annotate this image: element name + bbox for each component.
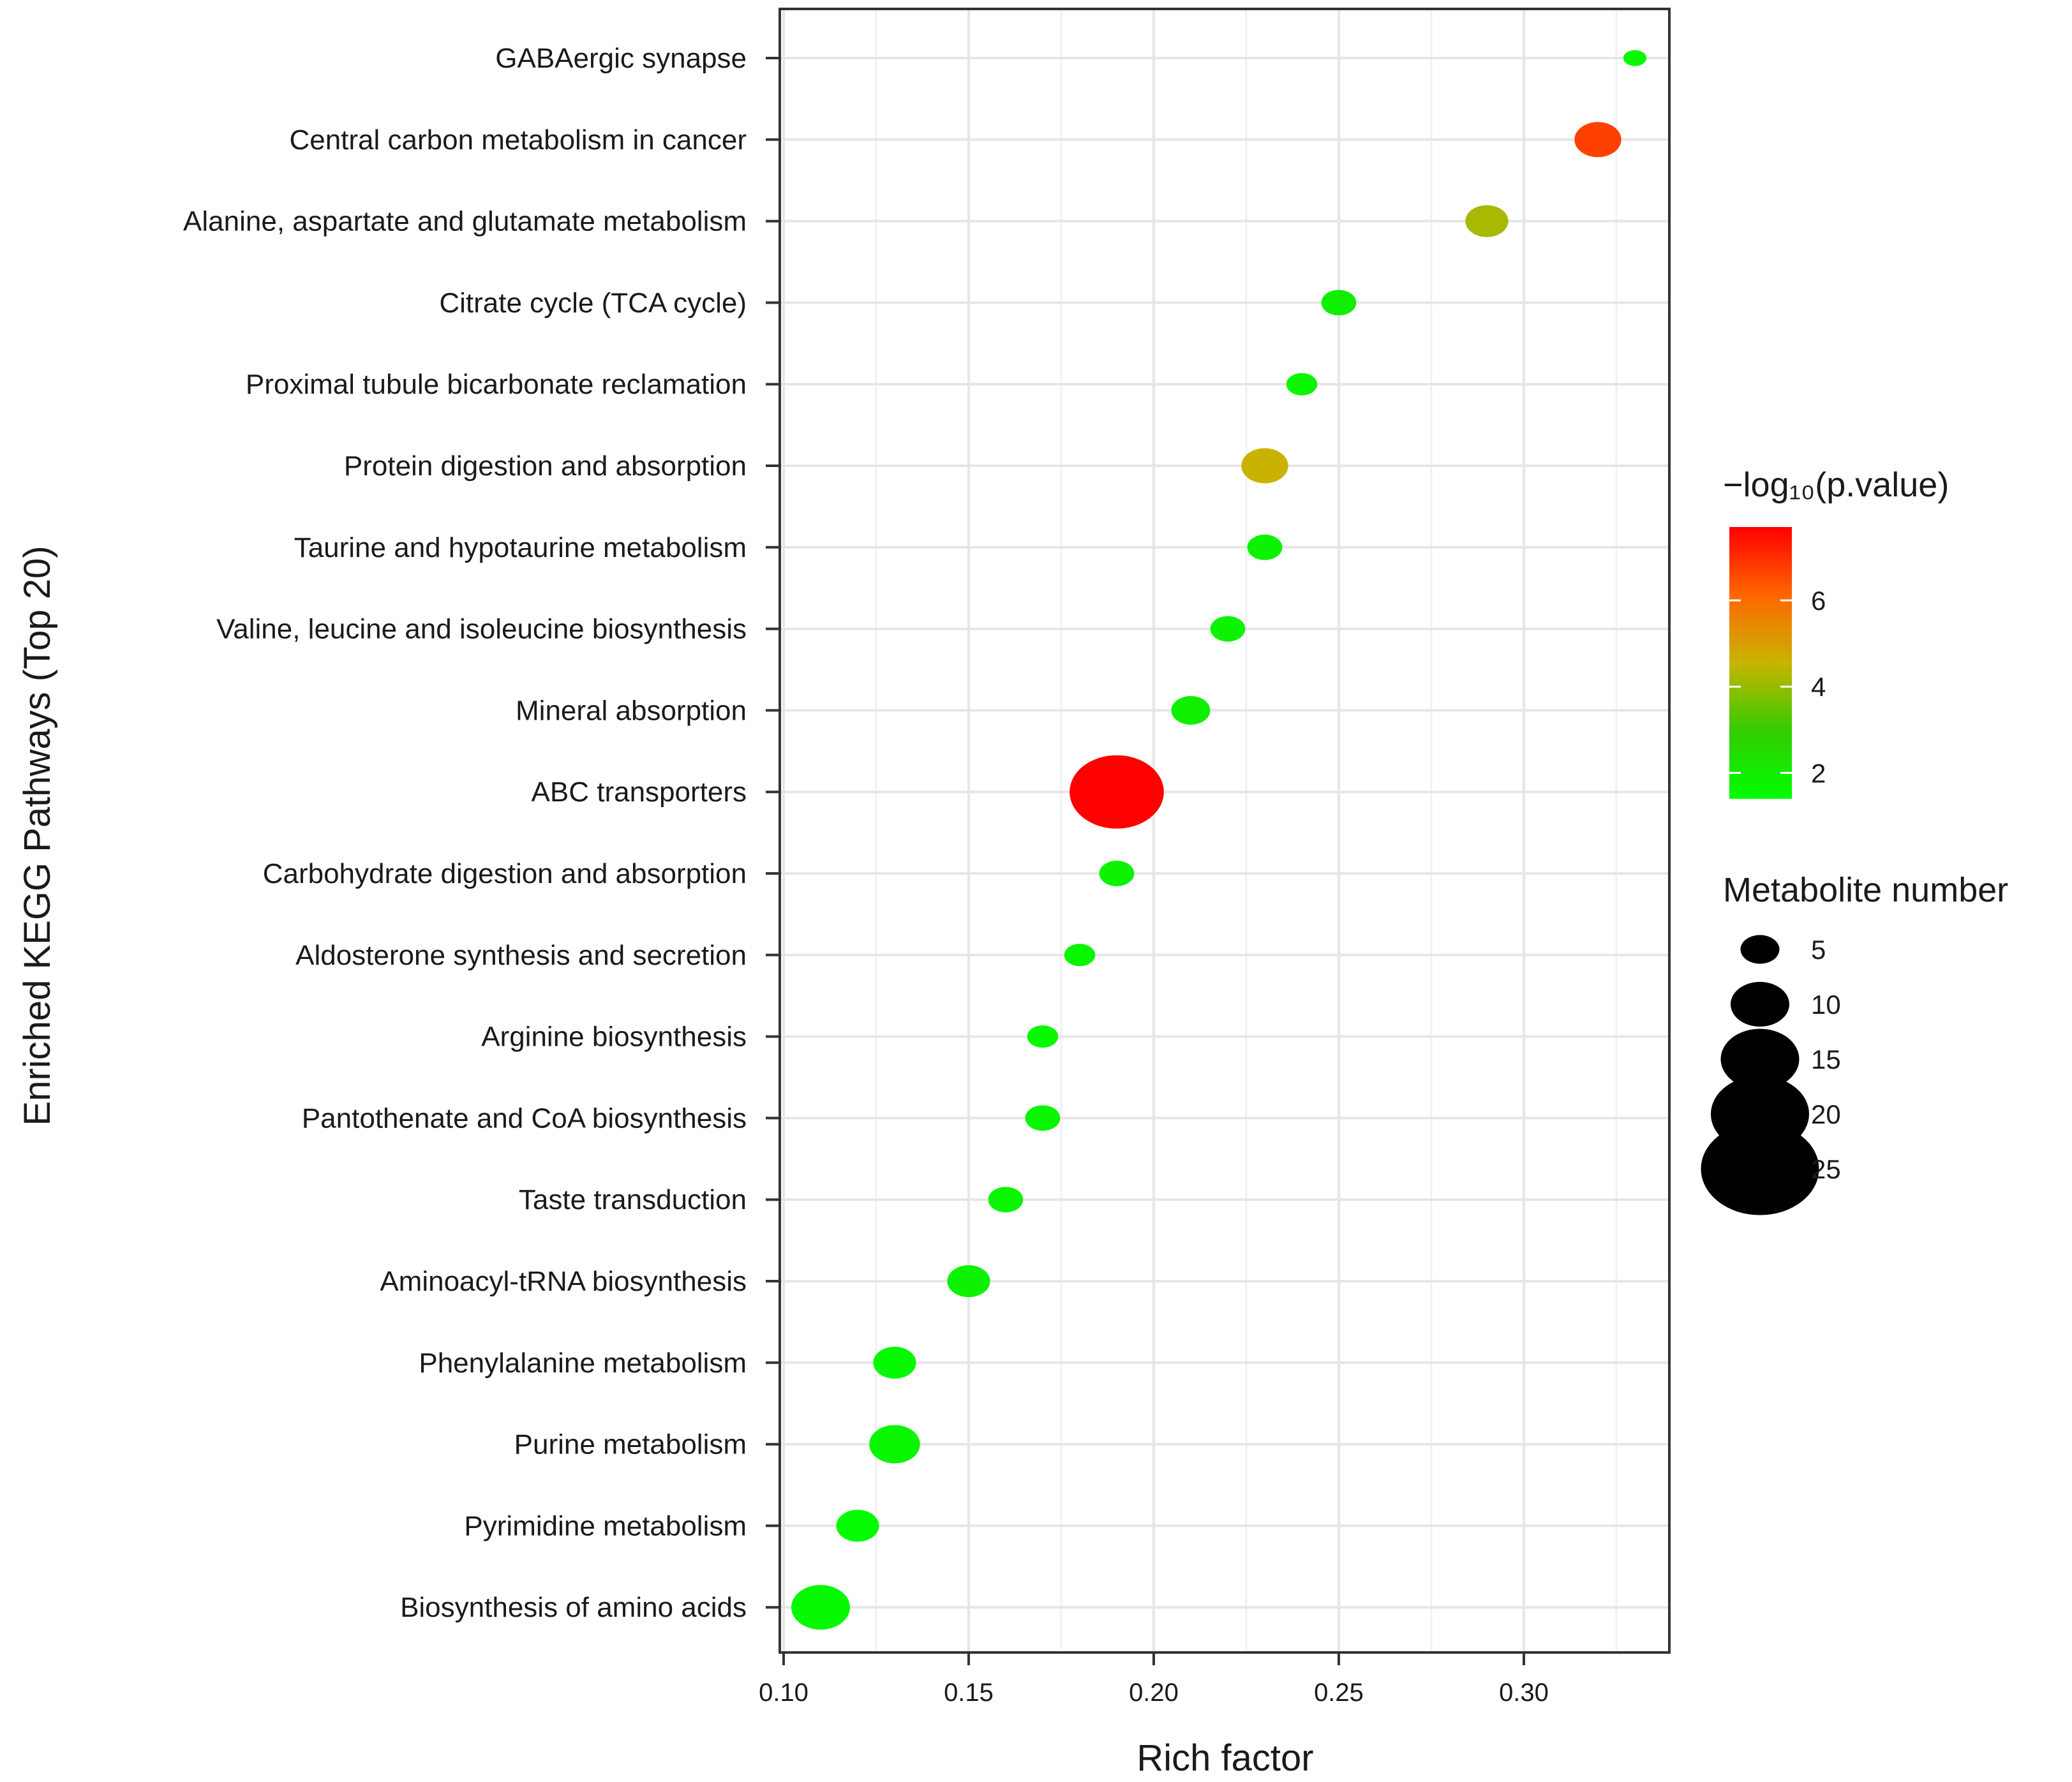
size-legend-title: Metabolite number bbox=[1723, 871, 2008, 909]
data-point bbox=[1286, 373, 1318, 396]
y-tick-label: Biosynthesis of amino acids bbox=[400, 1592, 747, 1623]
y-tick-label: Mineral absorption bbox=[516, 695, 747, 726]
data-point bbox=[1241, 448, 1288, 484]
color-legend-title: −log₁₀(p.value) bbox=[1723, 466, 1949, 504]
data-point bbox=[873, 1346, 916, 1379]
x-axis: 0.10 0.15 0.20 0.25 0.30 bbox=[759, 1652, 1549, 1707]
size-key-label: 5 bbox=[1811, 935, 1826, 965]
data-point bbox=[1171, 695, 1211, 725]
data-point bbox=[1574, 122, 1621, 158]
size-key bbox=[1701, 1122, 1819, 1215]
data-point bbox=[1210, 616, 1246, 642]
y-tick-label: ABC transporters bbox=[532, 776, 747, 808]
y-tick-label: Purine metabolism bbox=[514, 1429, 747, 1460]
x-axis-title: Rich factor bbox=[1137, 1737, 1313, 1779]
x-tick-label: 0.10 bbox=[759, 1679, 809, 1707]
data-point bbox=[988, 1187, 1024, 1213]
y-tick-label: Proximal tubule bicarbonate reclamation bbox=[246, 369, 747, 400]
y-axis: GABAergic synapse Central carbon metaboli… bbox=[183, 43, 780, 1623]
color-tick-label: 6 bbox=[1811, 586, 1826, 616]
data-point bbox=[1465, 205, 1509, 237]
y-axis-title: Enriched KEGG Pathways (Top 20) bbox=[17, 546, 58, 1125]
size-key-label: 20 bbox=[1811, 1099, 1841, 1129]
data-point bbox=[1027, 1025, 1059, 1048]
size-key-label: 10 bbox=[1811, 990, 1841, 1020]
data-points bbox=[791, 50, 1647, 1630]
color-bar bbox=[1729, 527, 1792, 799]
data-point bbox=[1321, 290, 1357, 316]
plot-border bbox=[779, 8, 1671, 1654]
y-tick-label: Taurine and hypotaurine metabolism bbox=[294, 532, 747, 563]
y-tick-label: Arginine biosynthesis bbox=[481, 1021, 747, 1053]
data-point bbox=[836, 1510, 879, 1542]
data-point bbox=[1070, 755, 1164, 829]
data-point bbox=[1099, 861, 1135, 886]
y-tick-label: Valine, leucine and isoleucine biosynthe… bbox=[216, 614, 747, 645]
data-point bbox=[1064, 944, 1096, 967]
x-tick-label: 0.25 bbox=[1314, 1679, 1364, 1707]
x-tick-label: 0.20 bbox=[1129, 1679, 1179, 1707]
plot-panel bbox=[780, 9, 1669, 1652]
x-tick-label: 0.15 bbox=[944, 1679, 994, 1707]
size-key-label: 25 bbox=[1811, 1154, 1841, 1184]
y-tick-label: Citrate cycle (TCA cycle) bbox=[439, 287, 747, 318]
color-tick-label: 2 bbox=[1811, 758, 1826, 788]
size-key bbox=[1720, 1028, 1800, 1090]
x-tick-label: 0.30 bbox=[1499, 1679, 1549, 1707]
y-tick-label: Taste transduction bbox=[519, 1184, 747, 1215]
y-tick-label: Pyrimidine metabolism bbox=[464, 1510, 747, 1541]
color-tick-label: 4 bbox=[1811, 672, 1826, 702]
data-point bbox=[1623, 50, 1647, 66]
size-key-label: 15 bbox=[1811, 1044, 1841, 1074]
y-tick-label: Central carbon metabolism in cancer bbox=[289, 124, 747, 156]
y-tick-label: GABAergic synapse bbox=[495, 43, 747, 74]
size-legend: Metabolite number 5 10 15 20 25 bbox=[1701, 871, 2008, 1215]
data-point bbox=[869, 1425, 920, 1464]
data-point bbox=[947, 1265, 990, 1297]
y-tick-label: Protein digestion and absorption bbox=[344, 450, 747, 482]
y-tick-label: Aminoacyl-tRNA biosynthesis bbox=[380, 1266, 747, 1297]
data-point bbox=[1247, 534, 1283, 560]
color-legend: −log₁₀(p.value) 2 4 6 bbox=[1723, 466, 1949, 799]
y-tick-label: Carbohydrate digestion and absorption bbox=[263, 858, 747, 889]
y-tick-label: Pantothenate and CoA biosynthesis bbox=[302, 1103, 747, 1134]
size-key bbox=[1731, 982, 1789, 1027]
size-key bbox=[1740, 935, 1780, 964]
y-tick-label: Phenylalanine metabolism bbox=[419, 1348, 747, 1379]
y-tick-label: Aldosterone synthesis and secretion bbox=[295, 940, 747, 971]
data-point bbox=[1025, 1105, 1061, 1131]
y-tick-label: Alanine, aspartate and glutamate metabol… bbox=[183, 206, 747, 237]
data-point bbox=[791, 1585, 850, 1630]
